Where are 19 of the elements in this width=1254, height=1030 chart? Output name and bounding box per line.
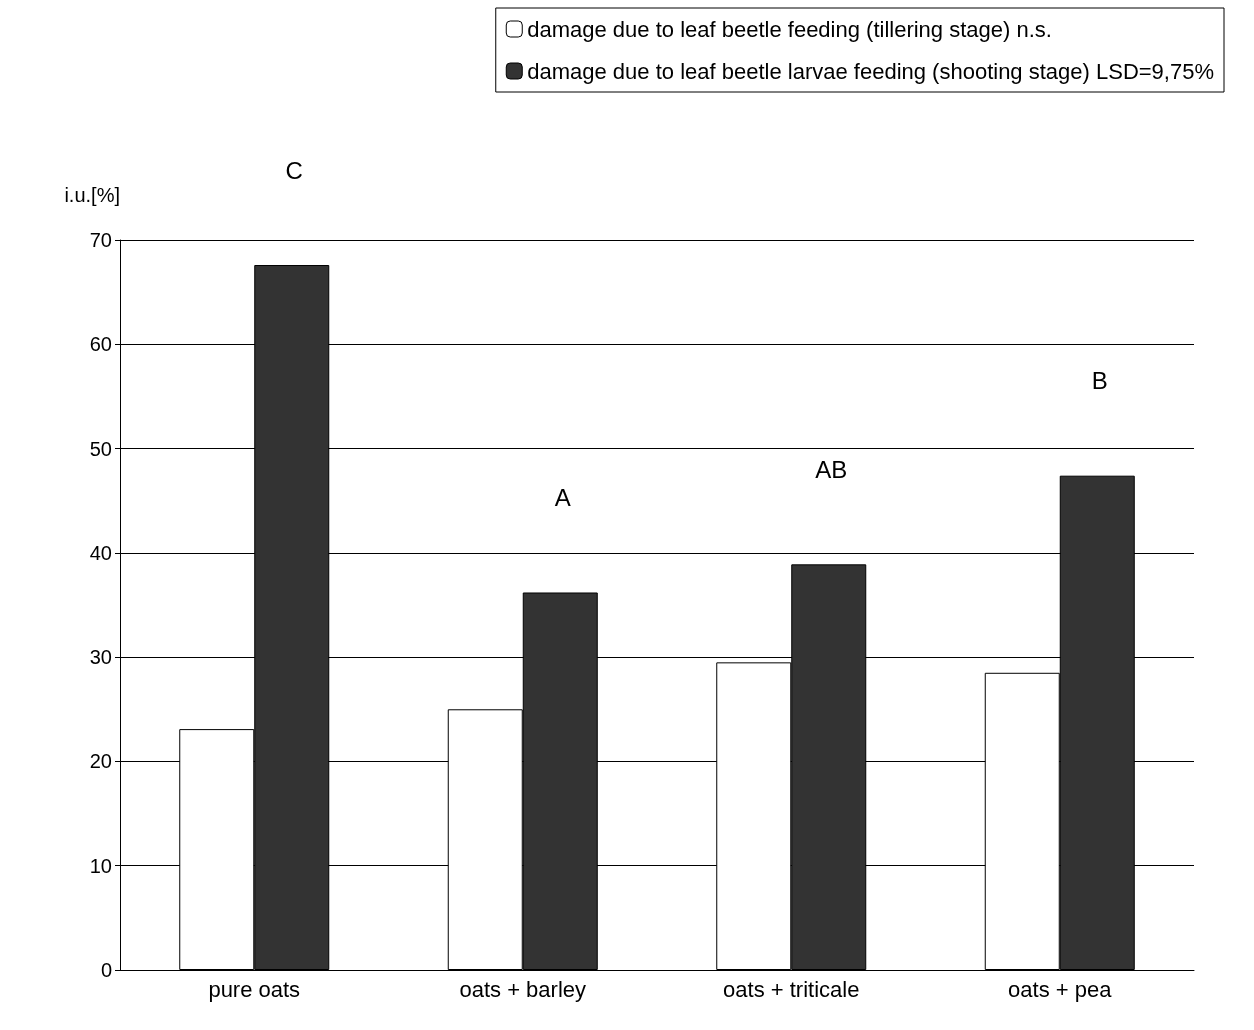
- x-tick-label: pure oats: [208, 976, 301, 1002]
- text: C: [285, 156, 303, 184]
- y-tick-label: 20: [89, 750, 112, 773]
- annotation: AB: [815, 455, 848, 483]
- y-tick-label: 60: [89, 333, 112, 356]
- x-tick-label: oats + triticale: [723, 976, 860, 1002]
- y-tick-label: 40: [89, 541, 112, 564]
- x-tick-label: oats + pea: [1008, 976, 1113, 1002]
- legend-label: damage due to leaf beetle larvae feeding (shooting stage) LSD=9,75%: [527, 58, 1214, 84]
- y-tick-label: 50: [89, 437, 112, 460]
- y-tick-label: 10: [89, 854, 112, 877]
- y-axis-title: i.u.[%]: [64, 184, 120, 206]
- y-tick-label: 0: [100, 959, 112, 981]
- legend-label: damage due to leaf beetle feeding (tillering stage) n.s.: [527, 16, 1052, 42]
- y-tick-label: 70: [89, 229, 112, 251]
- x-tick-label: oats + barley: [459, 976, 587, 1002]
- annotation: A: [554, 483, 571, 511]
- y-tick-label: 30: [89, 646, 112, 669]
- annotation: B: [1091, 367, 1108, 395]
